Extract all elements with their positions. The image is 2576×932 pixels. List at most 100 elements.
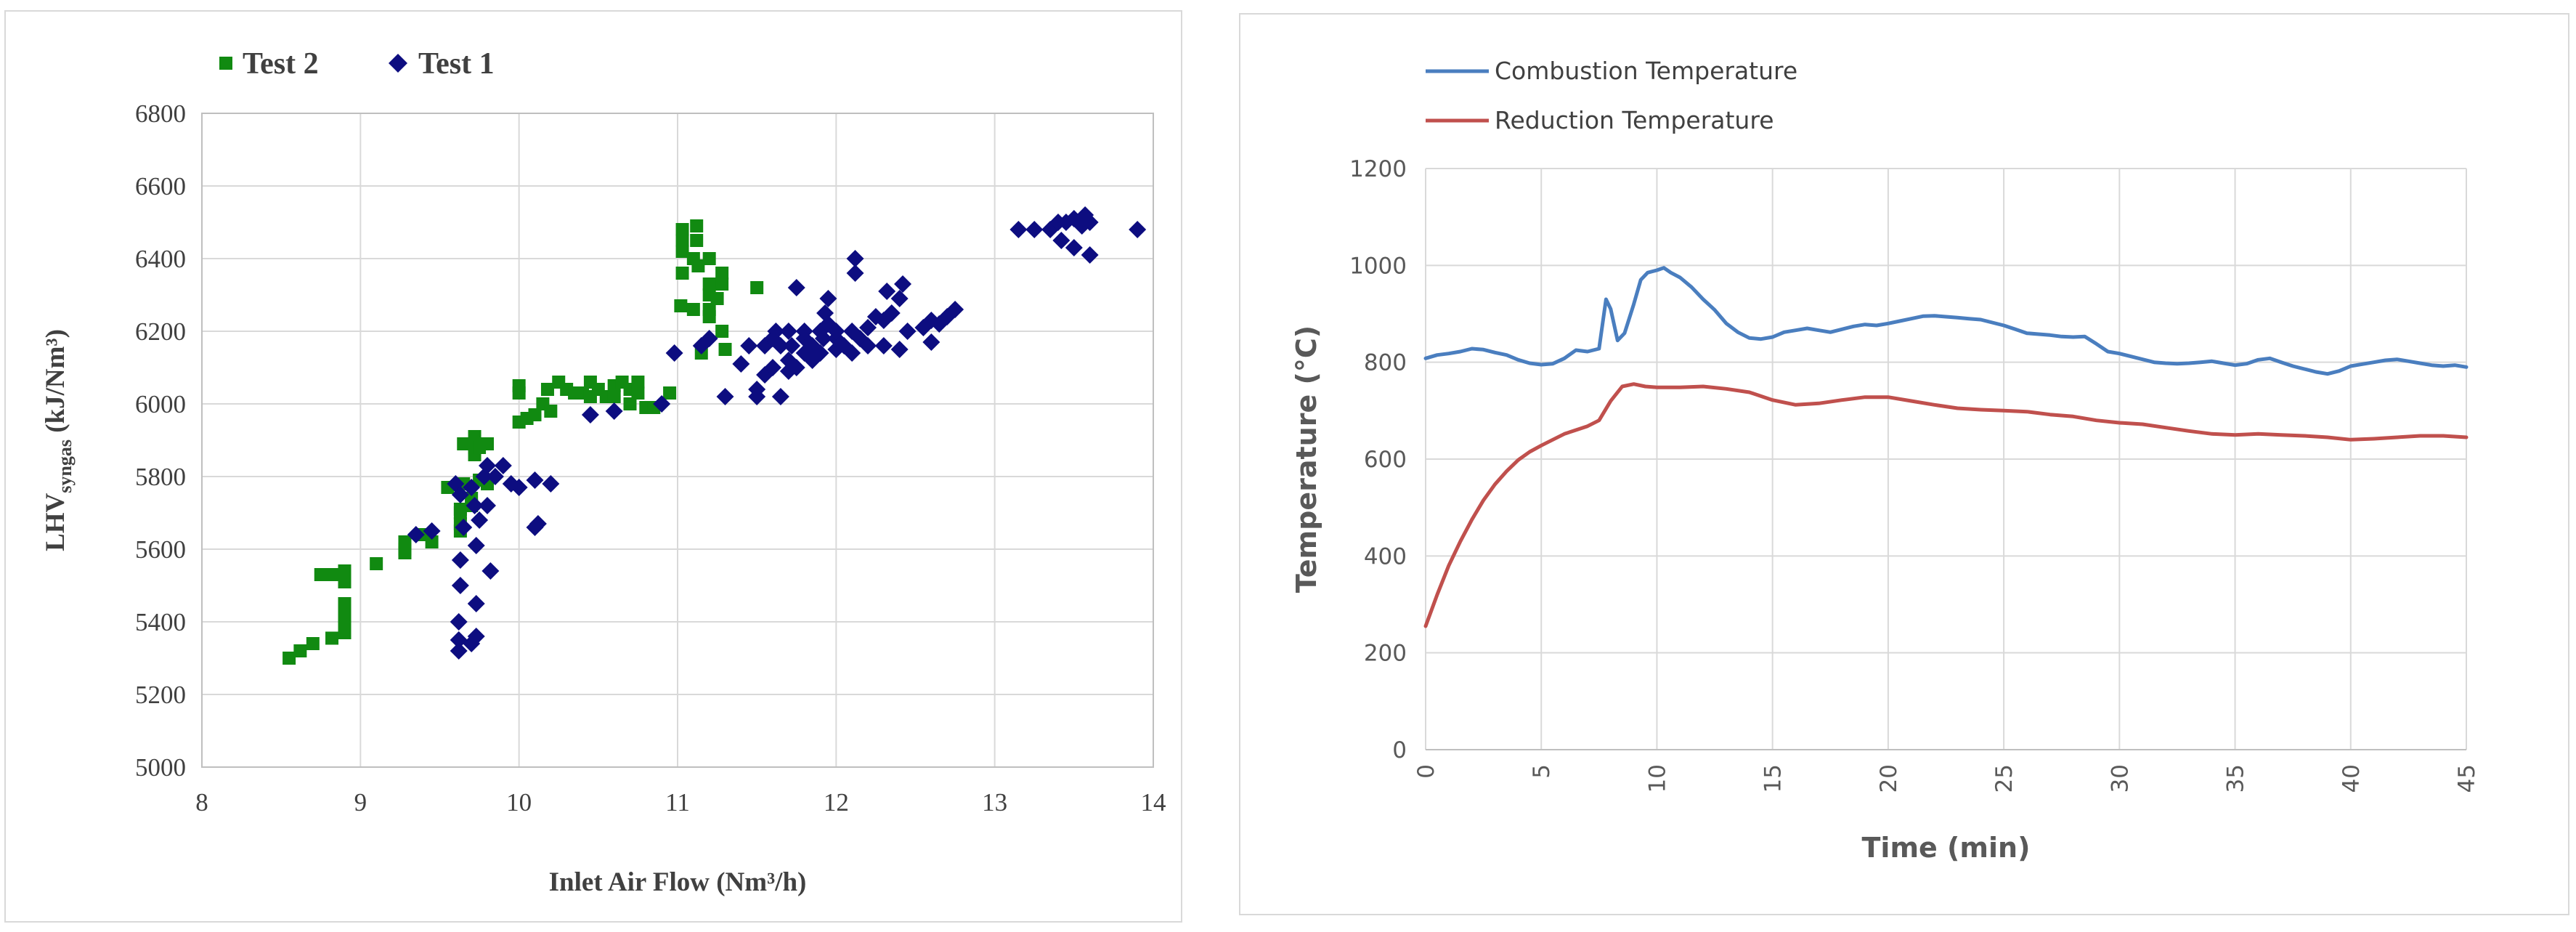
x-tick-label: 15 [1760,764,1787,793]
y-axis-title-unit: (kJ/Nm³) [41,329,70,439]
legend-label-combustion-temperature: Combustion Temperature [1495,57,1797,85]
data-point-test-2 [702,303,716,316]
data-point-test-1 [787,359,805,376]
data-point-test-2 [715,277,729,291]
data-point-test-2 [398,535,412,548]
y-axis-title-subscript: syngas [54,439,76,493]
data-point-test-1 [771,388,789,405]
data-point-test-2 [675,245,689,258]
data-point-test-1 [814,330,832,347]
data-point-test-1 [946,301,964,318]
data-point-test-1 [890,290,909,307]
y-tick-label: 1000 [1349,253,1407,279]
data-point-test-2 [370,557,383,570]
x-tick-label: 12 [824,788,849,816]
data-point-test-2 [544,405,558,418]
data-point-test-1 [846,264,864,282]
data-point-test-1 [1025,221,1044,238]
x-tick-label: 14 [1141,788,1166,816]
legend-label-reduction-temperature: Reduction Temperature [1495,106,1774,134]
data-point-test-1 [894,275,912,293]
data-point-test-2 [715,325,729,338]
y-axis-title: Temperature (°C) [1291,325,1322,593]
data-point-test-1 [700,330,718,347]
y-tick-label: 0 [1392,737,1407,763]
y-tick-label: 6200 [135,317,186,346]
data-point-test-1 [811,344,829,362]
data-point-test-1 [732,355,750,373]
data-point-test-2 [481,437,494,450]
y-tick-label: 5600 [135,535,186,564]
data-point-test-1 [740,337,758,354]
left-chart-panel: 5000 5200 5400 5600 5800 6000 6200 6400 6600 6800… [4,10,1182,923]
y-tick-label: 6000 [135,390,186,418]
data-point-test-2 [675,234,689,247]
series-test-2 [283,219,764,665]
data-point-test-1 [898,323,917,340]
y-tick-label: 1200 [1349,156,1407,182]
data-point-test-1 [467,537,485,554]
legend-marker-test-2 [219,57,232,70]
data-point-test-1 [783,337,801,354]
data-point-test-1 [922,333,940,351]
data-point-test-2 [675,267,689,280]
legend: Combustion Temperature Reduction Temperat… [1426,57,1797,134]
data-point-test-1 [467,595,485,612]
data-point-test-2 [686,303,700,316]
scatter-points [283,206,1147,665]
data-point-test-2 [283,652,296,665]
data-point-test-1 [716,388,734,405]
data-point-test-2 [338,575,352,588]
data-point-test-2 [468,430,482,443]
y-tick-label: 6600 [135,172,186,200]
data-point-test-2 [690,234,704,247]
y-tick-label: 5200 [135,681,186,709]
series-line-reduction-temperature [1423,382,2469,628]
data-point-test-2 [528,408,542,421]
data-point-test-2 [306,637,320,650]
data-point-test-1 [878,283,896,300]
data-point-test-1 [450,613,468,631]
data-point-test-1 [787,279,805,296]
legend: Test 2 Test 1 [219,47,495,81]
legend-label-test-1: Test 1 [418,47,495,81]
right-chart-panel: 0 200 400 600 800 1000 1200 0 5 10 15 20 25 30 35 40 45 T… [1239,13,2569,915]
data-point-test-1 [466,497,484,514]
data-point-test-2 [338,564,352,578]
data-point-test-1 [605,402,623,420]
series-test-1 [407,206,1147,660]
data-point-test-2 [750,281,764,294]
data-point-test-1 [450,642,468,660]
x-tick-label: 40 [2339,764,2365,793]
data-point-test-1 [1129,221,1147,238]
data-point-test-2 [631,376,645,389]
data-point-test-1 [455,519,473,536]
data-point-test-2 [425,535,439,548]
data-point-test-1 [1081,214,1099,231]
x-tick-label: 8 [195,788,208,816]
data-point-test-1 [843,344,861,362]
x-tick-label: 20 [1876,764,1902,793]
data-point-test-1 [526,471,544,489]
data-point-test-1 [859,319,877,336]
data-point-test-1 [846,250,864,267]
data-point-test-1 [479,497,496,514]
legend-label-test-2: Test 2 [243,47,319,81]
data-point-test-1 [1009,221,1028,238]
legend-marker-test-1 [389,54,407,73]
data-point-test-1 [1081,246,1099,264]
data-point-test-2 [674,299,688,312]
data-point-test-1 [795,323,813,340]
data-point-test-1 [882,304,901,322]
data-point-test-2 [338,608,352,621]
data-point-test-2 [338,626,352,639]
y-tick-label: 400 [1364,543,1407,570]
data-point-test-1 [486,468,504,485]
data-point-test-2 [663,386,677,400]
data-point-test-2 [453,503,467,516]
data-point-test-2 [293,644,307,657]
x-tick-label: 10 [506,788,532,816]
data-point-test-1 [767,323,785,340]
data-point-test-2 [338,597,352,610]
data-point-test-1 [463,479,481,496]
